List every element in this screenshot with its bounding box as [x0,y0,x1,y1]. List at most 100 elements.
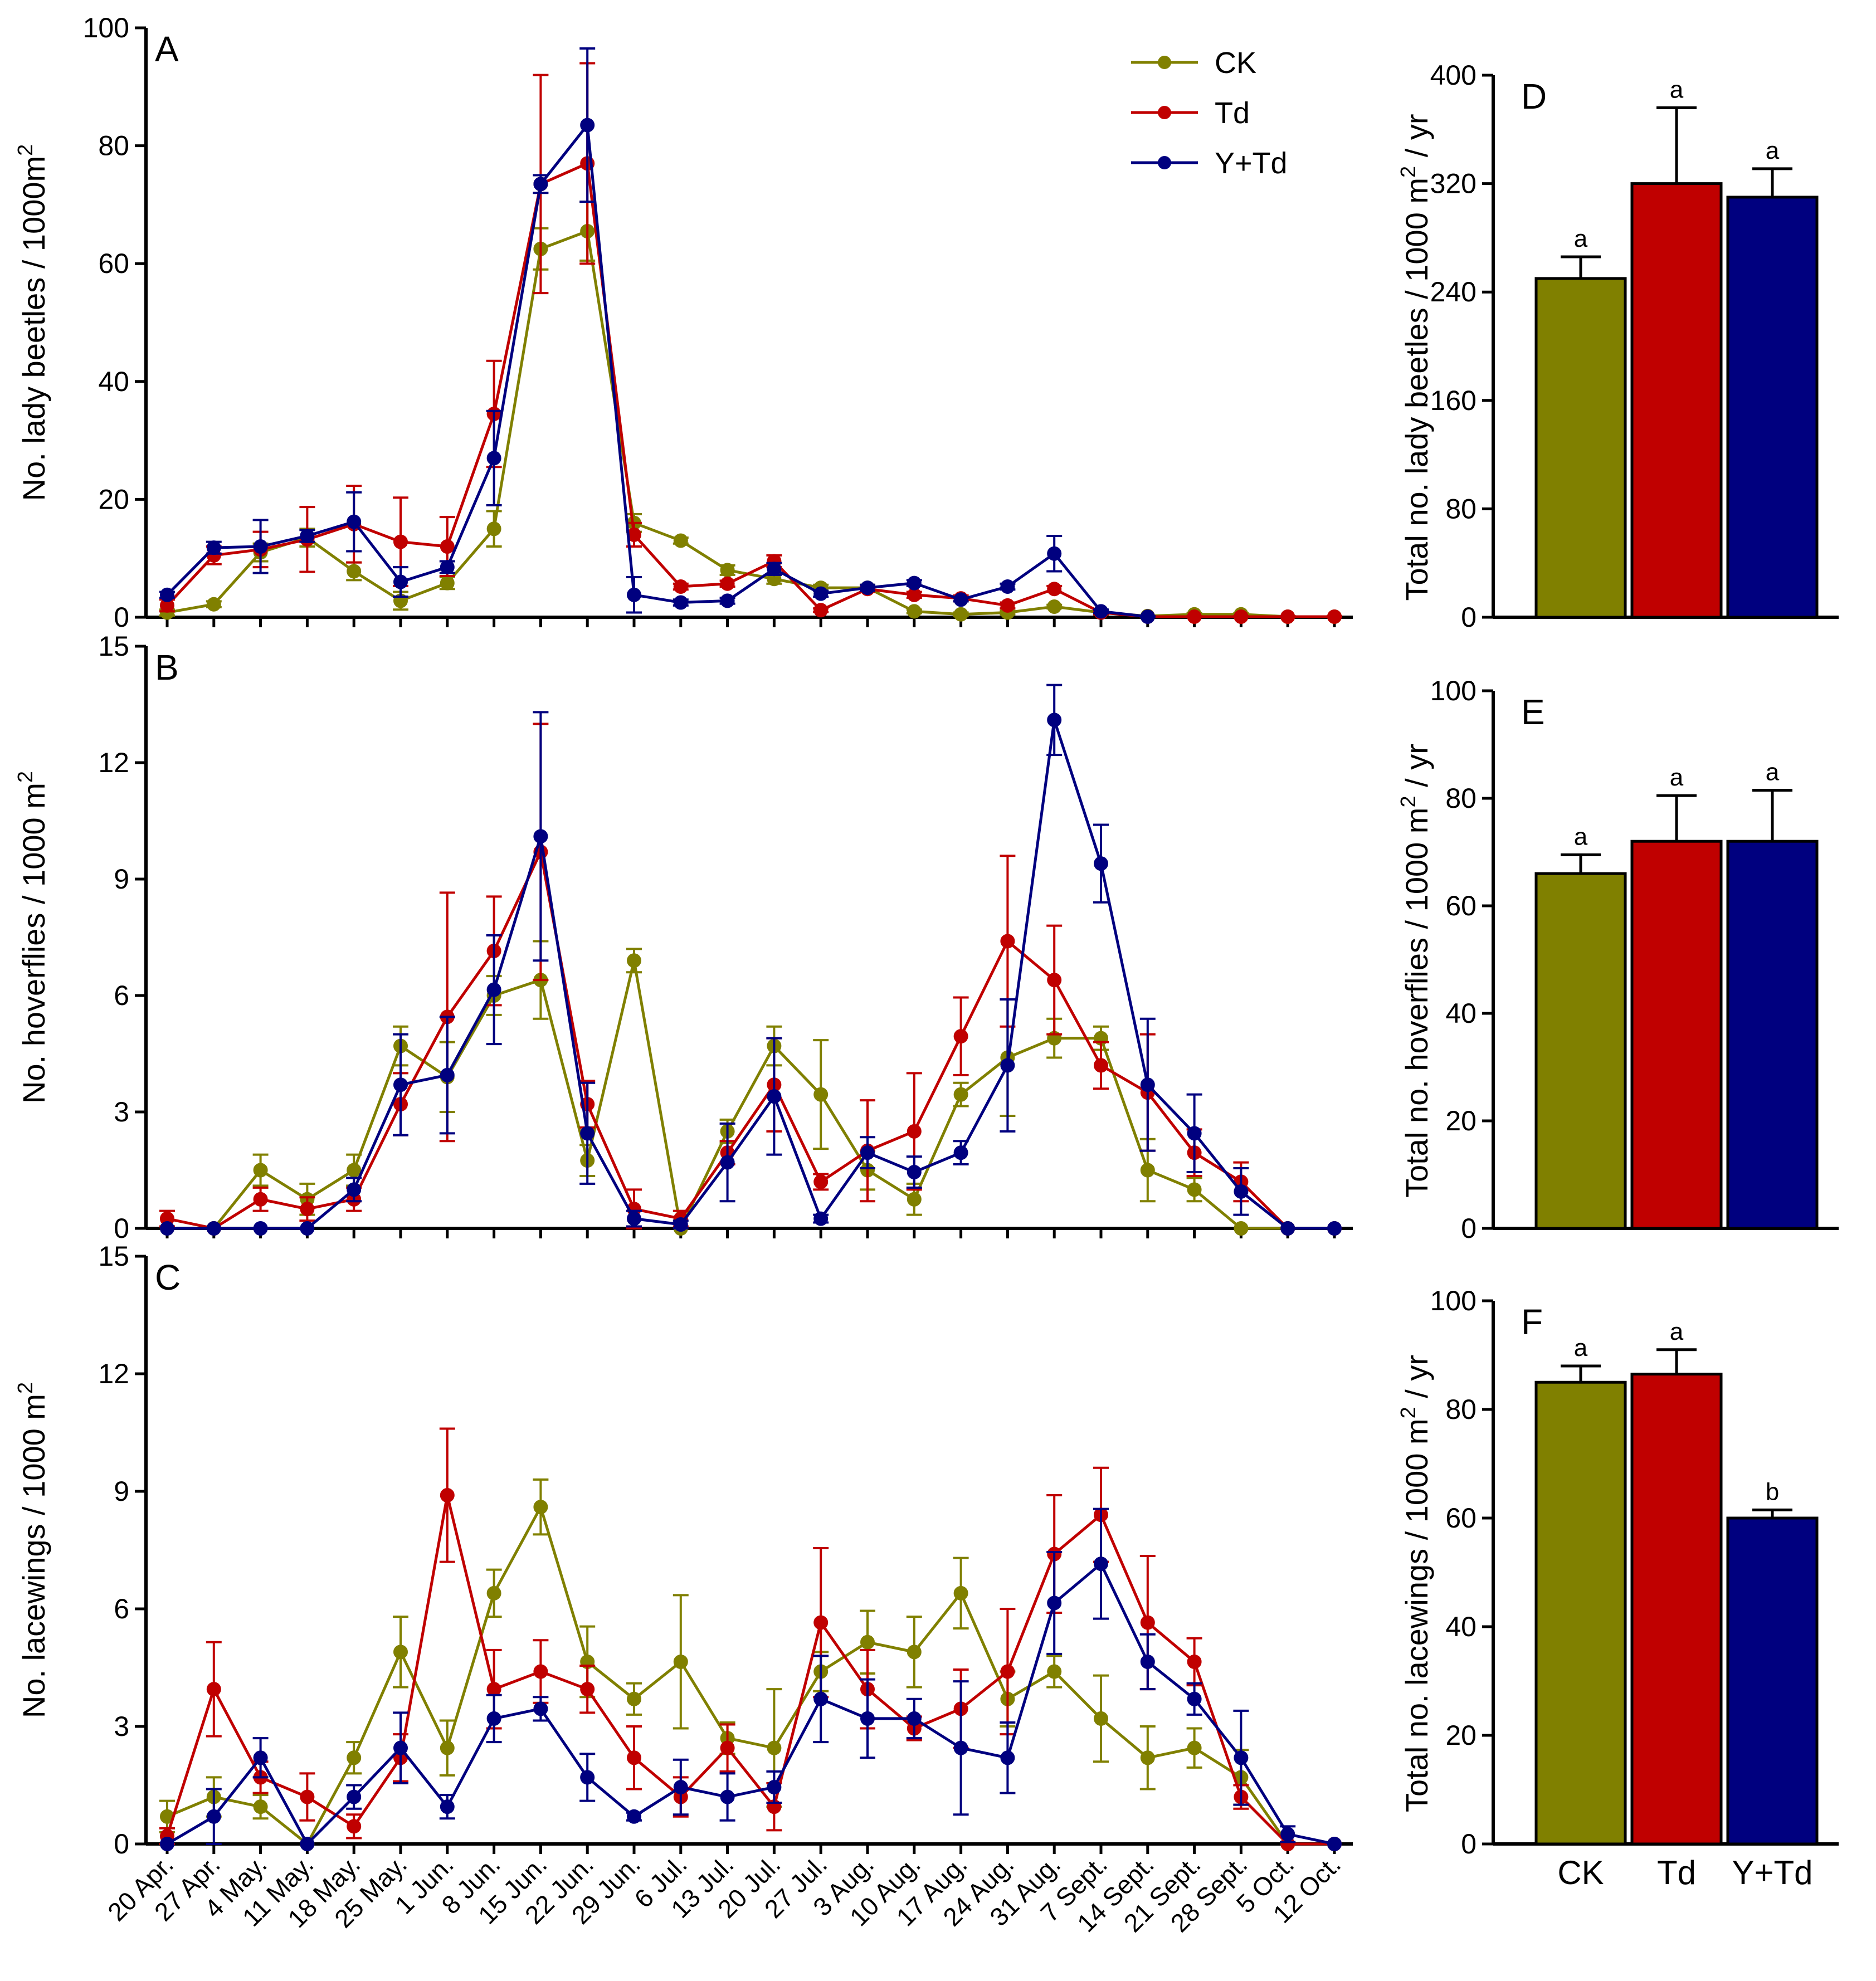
data-point [486,521,501,536]
y-tick-label: 80 [1445,493,1477,524]
significance-letter: a [1670,76,1684,103]
y-tick-label: 100 [1430,675,1477,706]
y-tick-label: 80 [98,130,129,162]
y-tick-label: 400 [1430,60,1477,91]
data-point [486,1682,501,1697]
data-point [627,1809,641,1824]
data-point [393,1077,408,1092]
data-point [767,1740,782,1755]
data-point [1327,1221,1342,1236]
data-point [813,1211,829,1226]
data-point [486,1711,501,1726]
data-point [533,177,548,192]
bar-Td [1630,1373,1723,1846]
y-tick-label: 15 [98,631,129,662]
data-point [253,1163,268,1178]
data-point [767,562,782,577]
y-tick-label: 320 [1430,168,1477,199]
data-point [253,539,268,554]
y-axis-title-text: No. lady beetles / 1000m [16,156,51,501]
y-axis-title-text: Total no. hoverflies / 1000 m [1399,808,1434,1198]
y-tick-label: 40 [98,366,129,397]
y-axis-title-text: Total no. lacewings / 1000 m [1399,1418,1434,1812]
y-tick-label: 0 [1461,1828,1477,1860]
data-point [300,1837,315,1851]
y-tick-label: 60 [1445,1502,1477,1534]
data-point [347,1819,362,1834]
y-tick-label: 3 [114,1711,129,1742]
data-point [813,603,829,618]
data-point [253,1192,268,1207]
data-point [627,1750,641,1765]
panel-letter: E [1521,692,1545,732]
y-tick-label: 0 [114,1213,129,1244]
data-point [953,1087,968,1102]
y-tick-label: 0 [114,602,129,633]
y-axis-title-superscript: 2 [1397,166,1420,178]
legend: CK Td Y+Td [1131,46,1288,180]
data-point [860,580,875,596]
data-point [393,574,408,589]
bar-panel-D: 0 80 160 240 320 400 Total no. lady beetles / … [1397,60,1839,633]
series-line [167,1505,1334,1846]
data-point [1094,1058,1108,1073]
data-point [907,604,922,619]
y-tick-label: 60 [1445,890,1477,921]
y-tick-label: 100 [1430,1285,1477,1316]
data-point [767,1780,782,1795]
data-point [907,1645,922,1660]
y-tick-label: 9 [114,863,129,895]
data-point [627,587,641,602]
data-point [953,607,968,622]
y-tick-label: 80 [1445,783,1477,814]
data-point [953,1740,968,1755]
significance-letter: b [1766,1478,1779,1505]
data-point [1094,1556,1108,1572]
data-point [347,1163,362,1178]
series-line [167,850,1334,1230]
y-axis-title-tail: / yr [1399,114,1434,165]
data-point [440,1799,455,1814]
data-point [1234,1750,1249,1765]
y-tick-label: 3 [114,1096,129,1128]
data-point [627,1211,641,1226]
y-tick-label: 0 [1461,602,1477,633]
data-point [1047,546,1062,561]
series-line [167,718,1334,1230]
y-axis-title-text: Total no. lady beetles / 1000 m [1399,178,1434,601]
bar-Y+Td [1726,196,1819,619]
series-CK [160,940,1342,1236]
data-point [206,540,221,555]
y-axis-title: Total no. hoverflies / 1000 m2 / yr [1397,744,1434,1198]
data-point [486,982,501,997]
bar-CK [1534,1380,1627,1846]
y-tick-label: 80 [1445,1394,1477,1425]
data-point [1094,856,1108,871]
legend-label: Td [1215,96,1250,130]
bar-panel-F: 0 20 40 60 80 100 Total no. lacewings / 1000 m… [1397,1285,1839,1891]
series-line [166,162,1334,618]
data-point [580,1126,595,1141]
y-axis-title-text: No. hoverflies / 1000 m [16,783,51,1104]
y-tick-label: 60 [98,248,129,279]
series-CK [159,1478,1342,1851]
data-point [673,533,688,548]
significance-letter: a [1574,225,1588,252]
data-point [813,1087,829,1102]
y-tick-label: 20 [1445,1105,1477,1136]
data-point [347,1789,362,1804]
data-point [720,1789,735,1804]
y-axis-title-tail: / yr [1399,1355,1434,1407]
data-point [160,1837,174,1851]
data-point [1000,1058,1015,1073]
significance-letter: a [1574,823,1588,850]
y-axis-title-superscript: 2 [1397,796,1420,807]
y-tick-label: 12 [98,1358,129,1389]
y-tick-label: 40 [1445,1611,1477,1642]
y-tick-label: 240 [1430,276,1477,308]
data-point [393,1645,408,1660]
data-point [953,592,968,607]
data-point [627,953,641,968]
